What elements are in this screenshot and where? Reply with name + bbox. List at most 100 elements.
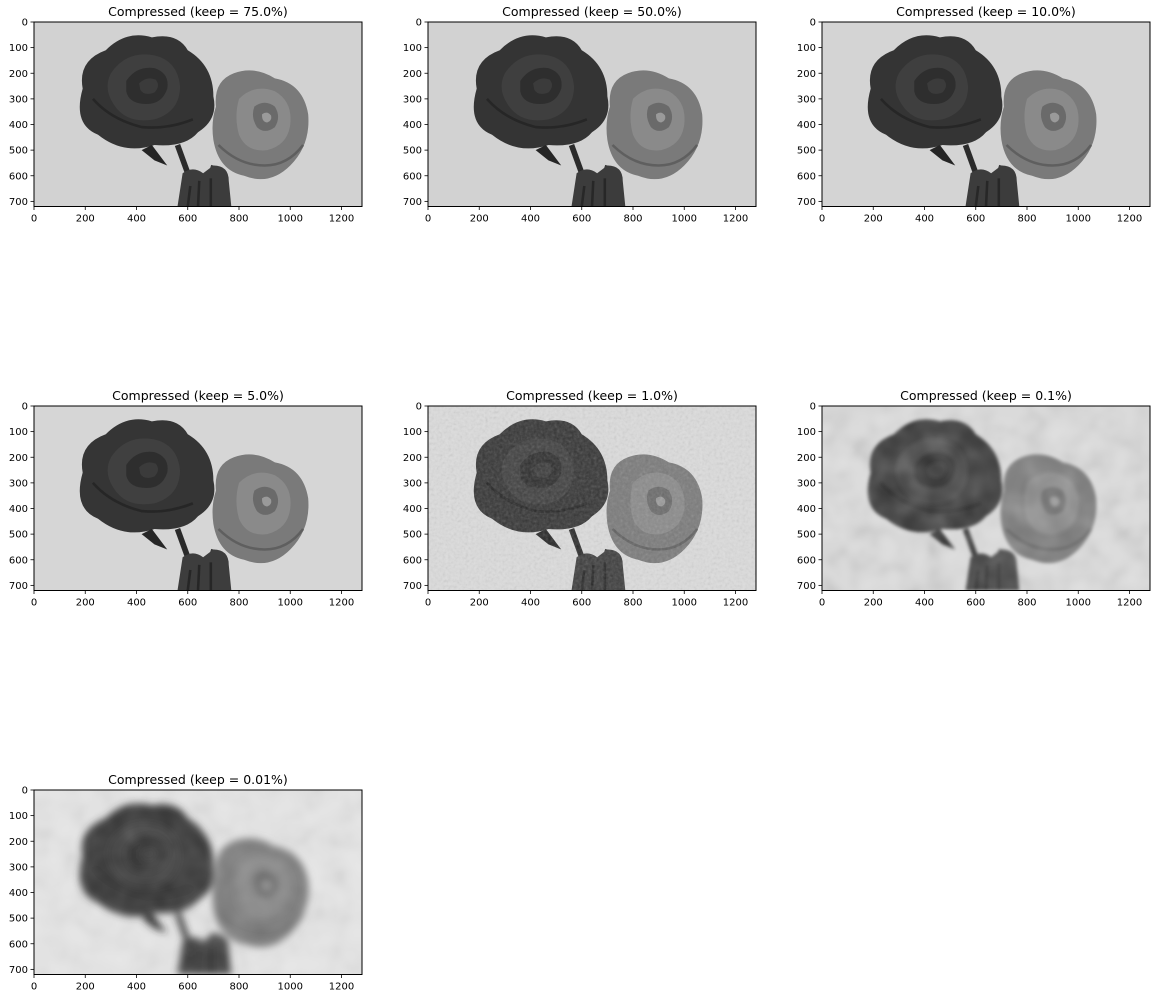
y-tick-label: 100 (9, 427, 28, 438)
y-tick-label: 0 (810, 18, 816, 29)
panel-title: Compressed (keep = 0.1%) (900, 388, 1072, 403)
x-tick-label: 0 (425, 598, 431, 609)
y-tick-label: 500 (403, 146, 422, 157)
x-tick-label: 400 (521, 214, 540, 225)
x-tick-label: 600 (572, 598, 591, 609)
x-tick-label: 1200 (329, 598, 354, 609)
rose-image (428, 22, 756, 207)
y-tick-label: 600 (9, 555, 28, 566)
rose-image (428, 406, 756, 591)
x-tick-label: 800 (1017, 214, 1036, 225)
panel-2: Compressed (keep = 50.0%) 0 200 400 600 800 10… (403, 4, 757, 225)
panel-7: Compressed (keep = 0.01%) 0 200 400 600 800 10… (9, 772, 363, 993)
y-tick-label: 500 (797, 530, 816, 541)
y-tick-label: 400 (9, 120, 28, 131)
y-tick-label: 600 (403, 555, 422, 566)
y-tick-label: 100 (797, 43, 816, 54)
axes-frame (427, 405, 757, 591)
y-tick-label: 0 (416, 18, 422, 29)
panel-title: Compressed (keep = 0.01%) (108, 772, 288, 787)
x-tick-label: 800 (1017, 598, 1036, 609)
y-tick-label: 100 (403, 427, 422, 438)
y-tick-label: 100 (9, 43, 28, 54)
x-tick-label: 800 (623, 214, 642, 225)
y-tick-label: 700 (403, 197, 422, 208)
y-tick-label: 200 (403, 69, 422, 80)
y-tick-label: 600 (797, 555, 816, 566)
x-tick-label: 1200 (1117, 214, 1142, 225)
y-tick-label: 300 (9, 94, 28, 105)
y-tick-label: 300 (9, 478, 28, 489)
x-tick-label: 600 (178, 598, 197, 609)
y-tick-label: 200 (9, 453, 28, 464)
y-tick-label: 500 (403, 530, 422, 541)
y-tick-label: 500 (9, 914, 28, 925)
y-tick-label: 300 (403, 94, 422, 105)
x-tick-label: 1000 (278, 982, 303, 993)
rose-image (34, 790, 362, 975)
y-tick-label: 700 (9, 965, 28, 976)
y-tick-label: 100 (9, 811, 28, 822)
y-tick-label: 0 (416, 402, 422, 413)
axes-frame (821, 405, 1151, 591)
x-tick-label: 0 (425, 214, 431, 225)
y-tick-label: 400 (797, 120, 816, 131)
panel-5: Compressed (keep = 1.0%) 0 200 400 600 800 100… (403, 388, 757, 609)
y-tick-label: 200 (403, 453, 422, 464)
x-tick-label: 0 (31, 982, 37, 993)
x-tick-label: 1200 (723, 598, 748, 609)
x-tick-label: 800 (229, 982, 248, 993)
x-tick-label: 1000 (1066, 598, 1091, 609)
panel-1: Compressed (keep = 75.0%) 0 200 400 600 800 10… (9, 4, 363, 225)
x-tick-label: 1200 (1117, 598, 1142, 609)
axes-frame (821, 21, 1151, 207)
y-tick-label: 500 (797, 146, 816, 157)
y-tick-label: 200 (797, 69, 816, 80)
y-tick-label: 0 (22, 786, 28, 797)
x-tick-label: 1000 (278, 598, 303, 609)
x-tick-label: 1200 (329, 214, 354, 225)
x-tick-label: 0 (31, 598, 37, 609)
x-tick-label: 1200 (723, 214, 748, 225)
x-tick-label: 600 (966, 598, 985, 609)
x-tick-label: 200 (76, 598, 95, 609)
x-tick-label: 0 (31, 214, 37, 225)
axes-frame (33, 21, 363, 207)
y-tick-label: 600 (403, 171, 422, 182)
axes-frame (427, 21, 757, 207)
y-tick-label: 300 (9, 862, 28, 873)
y-tick-label: 700 (403, 581, 422, 592)
y-tick-label: 500 (9, 530, 28, 541)
y-tick-label: 300 (797, 478, 816, 489)
x-tick-label: 0 (819, 598, 825, 609)
panel-title: Compressed (keep = 5.0%) (112, 388, 284, 403)
y-tick-label: 400 (9, 888, 28, 899)
y-tick-label: 500 (9, 146, 28, 157)
y-tick-label: 300 (797, 94, 816, 105)
x-tick-label: 800 (229, 214, 248, 225)
y-tick-label: 400 (403, 504, 422, 515)
x-tick-label: 600 (178, 214, 197, 225)
y-tick-label: 300 (403, 478, 422, 489)
x-tick-label: 200 (864, 214, 883, 225)
y-tick-label: 0 (810, 402, 816, 413)
x-tick-label: 1000 (672, 598, 697, 609)
x-tick-label: 1000 (1066, 214, 1091, 225)
y-tick-label: 200 (797, 453, 816, 464)
rose-image (822, 406, 1150, 591)
panel-title: Compressed (keep = 75.0%) (108, 4, 288, 19)
panel-6: Compressed (keep = 0.1%) 0 200 400 600 800 100… (797, 388, 1151, 609)
y-tick-label: 400 (797, 504, 816, 515)
x-tick-label: 600 (572, 214, 591, 225)
y-tick-label: 600 (9, 939, 28, 950)
axes-frame (33, 789, 363, 975)
y-tick-label: 600 (797, 171, 816, 182)
y-tick-label: 100 (403, 43, 422, 54)
x-tick-label: 200 (76, 982, 95, 993)
panel-4: Compressed (keep = 5.0%) 0 200 400 600 800 100… (9, 388, 363, 609)
x-tick-label: 200 (470, 598, 489, 609)
y-tick-label: 700 (797, 581, 816, 592)
x-tick-label: 400 (915, 214, 934, 225)
y-tick-label: 200 (9, 837, 28, 848)
